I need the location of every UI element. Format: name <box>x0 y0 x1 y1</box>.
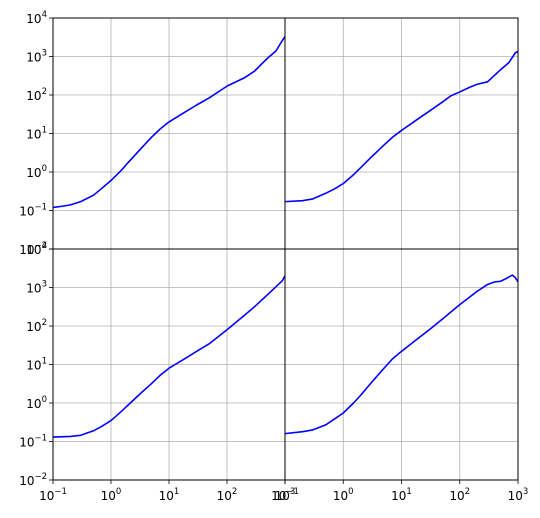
ytick-label-top: 101 <box>26 126 47 142</box>
xtick-label-right: 10−1 <box>271 487 299 503</box>
xtick-label-left: 101 <box>159 487 180 503</box>
xtick-label-left: 100 <box>101 487 122 503</box>
panel-bottom-right <box>285 249 518 484</box>
grid-top-right <box>285 18 518 249</box>
xtick-label-right: 103 <box>508 487 529 503</box>
panel-top-right <box>285 18 518 249</box>
xtick-label-right: 102 <box>449 487 470 503</box>
ytick-label-top: 102 <box>26 87 47 103</box>
ytick-label-bottom: 104 <box>26 241 47 257</box>
ticks-bottom-right <box>285 480 518 484</box>
xtick-label-right: 101 <box>391 487 412 503</box>
ytick-label-bottom: 103 <box>26 280 47 296</box>
ytick-label-bottom: 101 <box>26 357 47 373</box>
grid-bottom-right <box>285 249 518 480</box>
xtick-label-left: 102 <box>217 487 238 503</box>
grid-bottom-left <box>53 249 285 480</box>
xtick-label-left: 10−1 <box>39 487 67 503</box>
ticks-top-left <box>49 18 53 249</box>
panel-bottom-left <box>49 249 285 484</box>
panel-top-left <box>49 18 285 249</box>
ytick-label-top: 103 <box>26 49 47 65</box>
xtick-label-right: 100 <box>333 487 354 503</box>
ticks-bottom-left <box>49 249 285 484</box>
ytick-label-bottom: 102 <box>26 318 47 334</box>
ytick-label-bottom: 10−2 <box>19 472 47 488</box>
ytick-label-bottom: 100 <box>26 395 47 411</box>
ytick-label-bottom: 10−1 <box>19 434 47 450</box>
ytick-label-top: 10−1 <box>19 203 47 219</box>
ytick-label-top: 104 <box>26 10 47 26</box>
grid-top-left <box>53 18 285 249</box>
ytick-label-top: 100 <box>26 164 47 180</box>
